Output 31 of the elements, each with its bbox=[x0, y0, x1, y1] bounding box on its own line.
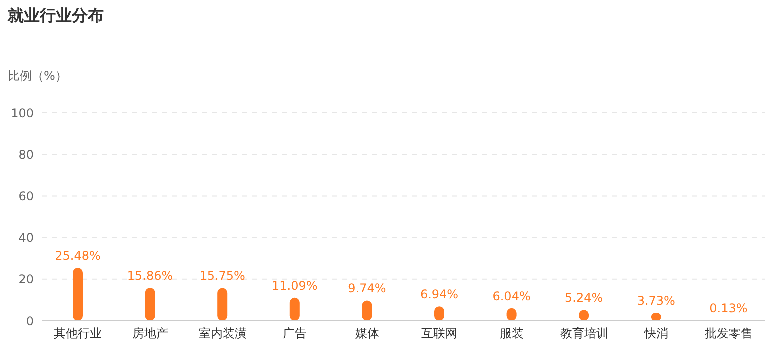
bar bbox=[145, 288, 156, 321]
x-tick-label: 房地产 bbox=[132, 326, 168, 341]
data-label: 15.75% bbox=[200, 269, 246, 284]
y-axis-title: 比例（%） bbox=[8, 68, 68, 85]
data-label: 3.73% bbox=[637, 294, 676, 308]
data-label: 11.09% bbox=[272, 278, 318, 293]
x-tick-label: 快消 bbox=[644, 326, 669, 341]
y-tick-label: 20 bbox=[18, 272, 34, 287]
bar bbox=[73, 268, 83, 321]
bar bbox=[218, 288, 228, 321]
data-label: 6.94% bbox=[420, 288, 459, 302]
data-label: 5.24% bbox=[565, 291, 604, 306]
y-tick-label: 100 bbox=[11, 106, 34, 120]
data-label: 0.13% bbox=[710, 302, 748, 316]
data-label: 9.74% bbox=[348, 282, 386, 296]
x-tick-label: 互联网 bbox=[422, 326, 458, 341]
x-tick-label: 室内装潢 bbox=[198, 326, 247, 341]
data-label: 25.48% bbox=[55, 249, 101, 263]
y-tick-label: 60 bbox=[18, 189, 34, 204]
x-tick-label: 媒体 bbox=[355, 326, 380, 341]
x-tick-label: 广告 bbox=[283, 326, 308, 341]
x-tick-label: 教育培训 bbox=[560, 326, 608, 341]
chart-title: 就业行业分布 bbox=[8, 6, 104, 27]
data-label: 6.04% bbox=[492, 289, 531, 304]
x-tick-label: 其他行业 bbox=[54, 326, 102, 341]
y-tick-label: 0 bbox=[26, 314, 34, 328]
x-tick-label: 服装 bbox=[500, 326, 524, 341]
x-tick-label: 批发零售 bbox=[704, 326, 753, 341]
y-tick-label: 80 bbox=[18, 148, 34, 162]
y-tick-label: 40 bbox=[18, 231, 34, 246]
data-label: 15.86% bbox=[127, 269, 174, 284]
